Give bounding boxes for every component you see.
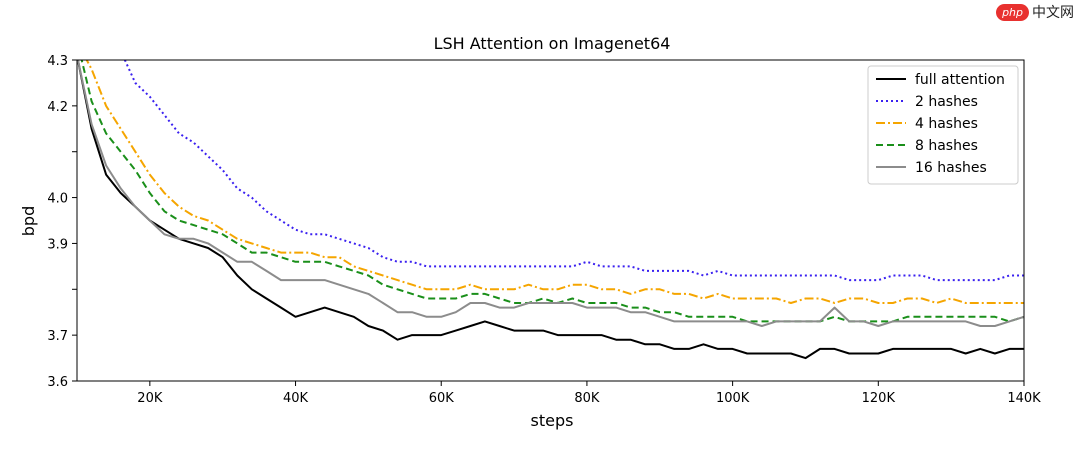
x-tick-label: 60K: [429, 391, 455, 406]
legend-label: 8 hashes: [915, 138, 978, 154]
y-axis-title: bpd: [19, 206, 38, 236]
watermark-logo: php: [996, 3, 1029, 21]
y-tick-label: 3.7: [47, 329, 68, 344]
series-line-2: [123, 60, 1024, 282]
y-tick-label: 3.9: [47, 237, 68, 252]
x-tick-label: 20K: [137, 391, 163, 406]
y-axis: 3.6 3.7 3.9 4.0 4.2 4.3: [47, 54, 77, 390]
legend-label: 16 hashes: [915, 160, 987, 176]
series-line-3: [85, 60, 1024, 304]
legend-label: 2 hashes: [915, 94, 978, 110]
x-tick-label: 120K: [862, 391, 896, 406]
x-axis-title: steps: [531, 411, 574, 430]
x-tick-label: 40K: [283, 391, 309, 406]
watermark-text: 中文网: [1032, 5, 1074, 21]
legend: full attention 2 hashes 4 hashes 8 hashes 16…: [867, 65, 1019, 185]
y-tick-label: 4.3: [47, 54, 68, 69]
legend-box: [867, 65, 1019, 185]
y-tick-label: 4.2: [47, 100, 68, 115]
y-tick-label: 4.0: [47, 192, 68, 207]
x-tick-label: 100K: [716, 391, 750, 406]
plot-frame: [76, 59, 1025, 382]
series-layer: [77, 60, 1024, 360]
series-line-1: [77, 60, 1024, 360]
x-tick-label: 80K: [574, 391, 600, 406]
legend-label: 4 hashes: [915, 116, 978, 132]
x-tick-label: 140K: [1007, 391, 1041, 406]
x-axis: 20K 40K 60K 80K 100K 120K 140K: [137, 381, 1041, 406]
series-line-5: [77, 60, 1024, 327]
watermark: php 中文网: [996, 2, 1074, 22]
legend-label: full attention: [915, 72, 1005, 88]
y-tick-label: 3.6: [47, 375, 68, 390]
chart-title: LSH Attention on Imagenet64: [434, 34, 671, 53]
